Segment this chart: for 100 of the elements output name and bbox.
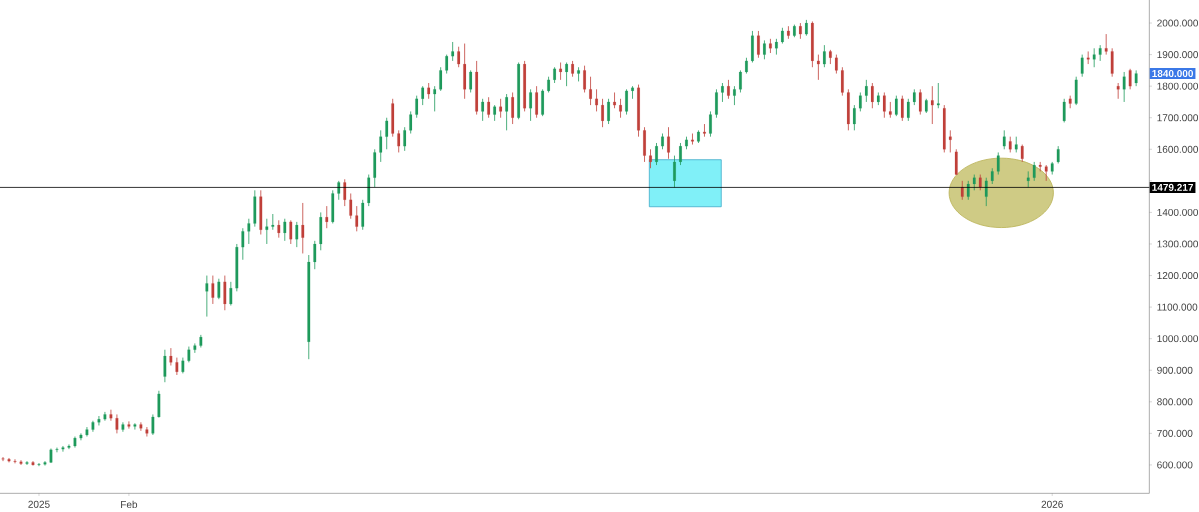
candlestick — [840, 66, 844, 97]
candlestick — [331, 189, 335, 224]
candlestick — [745, 57, 748, 74]
candlestick — [870, 82, 874, 109]
candlestick — [799, 22, 802, 40]
candlestick — [211, 275, 215, 305]
candlestick — [1008, 136, 1012, 153]
candlestick — [751, 30, 754, 63]
candlestick — [954, 148, 958, 176]
candlestick — [852, 104, 856, 131]
candlestick — [781, 27, 784, 44]
candlestick — [936, 82, 940, 109]
candlestick — [79, 432, 83, 441]
candlestick — [133, 422, 137, 430]
candlestick — [541, 88, 544, 117]
candlestick — [1086, 51, 1090, 65]
candlestick — [906, 98, 910, 122]
y-tick-label: 600.000 — [1157, 461, 1193, 469]
candlestick — [301, 202, 305, 254]
candlestick — [888, 101, 892, 119]
candlestick — [703, 123, 706, 138]
candlestick — [241, 227, 245, 261]
candlestick — [942, 104, 946, 153]
candlestick — [457, 46, 461, 68]
candlestick — [529, 88, 532, 122]
candlestick — [996, 152, 1000, 175]
candlestick — [367, 174, 371, 207]
candlestick — [601, 98, 604, 128]
candlestick — [757, 30, 760, 59]
candlestick — [493, 104, 497, 122]
y-tick-label: 1200.000 — [1157, 272, 1199, 280]
candlestick — [451, 41, 455, 62]
candlestick — [373, 148, 377, 188]
candlestick — [487, 96, 491, 119]
candlestick — [127, 420, 131, 430]
candlestick — [739, 69, 742, 93]
candlestick — [1116, 82, 1120, 100]
candlestick — [475, 60, 479, 115]
candlestick — [517, 62, 520, 120]
candlestick — [864, 79, 868, 103]
candlestick — [793, 24, 796, 38]
candlestick — [1092, 47, 1096, 68]
candlestick — [912, 88, 916, 106]
candlestick — [559, 62, 562, 81]
candlestick — [834, 54, 838, 74]
candlestick — [247, 218, 251, 245]
candlestick — [1, 456, 5, 462]
candlestick — [811, 21, 814, 68]
candlestick — [966, 180, 970, 201]
candlestick — [7, 457, 11, 463]
candlestick — [253, 189, 257, 228]
candlestick — [894, 95, 898, 117]
candlestick — [343, 178, 347, 207]
candlestick — [1110, 47, 1114, 78]
candlestick — [948, 129, 952, 153]
candlestick — [427, 82, 431, 100]
candlestick — [918, 88, 922, 115]
candlestick — [271, 213, 275, 231]
candlestick — [1014, 136, 1018, 153]
candlestick — [1104, 33, 1108, 55]
candlestick — [589, 76, 592, 106]
candlestick — [882, 92, 886, 119]
candlestick — [727, 79, 730, 100]
candlestick — [631, 85, 634, 100]
candlestick — [337, 180, 341, 201]
candlestick — [421, 85, 425, 106]
candlestick — [715, 88, 718, 119]
candlestick — [858, 92, 862, 112]
y-tick-label: 2000.000 — [1157, 19, 1199, 27]
candlestick — [763, 40, 766, 60]
y-tick-label: 1800.000 — [1157, 82, 1199, 90]
candlestick — [499, 98, 503, 119]
candlestick — [481, 98, 485, 122]
candlestick — [978, 174, 982, 191]
candlestick — [972, 174, 976, 191]
candlestick — [409, 111, 413, 134]
candlestick — [607, 98, 610, 125]
candlestick — [307, 254, 311, 360]
ref-line-label: 1479.217 — [1152, 183, 1193, 191]
candlestick — [553, 66, 556, 84]
x-tick-label: 2025 — [28, 500, 50, 508]
candlestick — [265, 218, 269, 245]
candlestick — [67, 444, 71, 450]
candlestick — [55, 447, 59, 453]
candlestick — [85, 426, 89, 437]
y-tick-label: 700.000 — [1157, 429, 1193, 437]
candlestick — [583, 65, 586, 93]
candlestick — [43, 460, 47, 466]
candlestick — [900, 95, 904, 122]
candlestick — [73, 436, 77, 448]
candlestick — [415, 95, 419, 119]
candlestick — [1056, 145, 1060, 164]
candlestick — [721, 82, 724, 103]
candlestick — [1128, 68, 1132, 90]
candlestick — [235, 243, 239, 292]
candlestick — [523, 60, 526, 112]
candlestick — [229, 281, 233, 306]
candlestick — [577, 66, 580, 82]
candlestick — [625, 88, 628, 115]
text: 1840.000 — [1152, 70, 1194, 78]
